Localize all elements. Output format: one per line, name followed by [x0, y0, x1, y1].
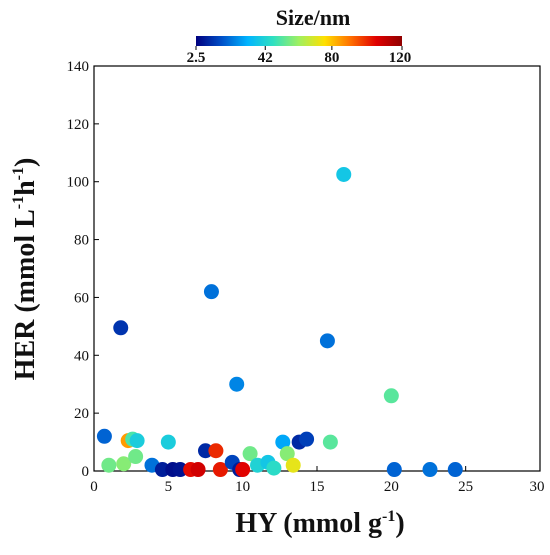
colorbar-ticks: 2.5 42 80 120 — [187, 46, 412, 66]
scatter-point — [154, 462, 170, 478]
scatter-point — [386, 462, 402, 478]
scatter-point — [229, 376, 245, 392]
scatter-point — [203, 284, 219, 300]
scatter-point — [198, 443, 213, 459]
scatter-point — [160, 434, 176, 450]
scatter-point — [322, 434, 338, 450]
scatter-point — [275, 434, 291, 450]
colorbar-tick-label: 2.5 — [187, 50, 206, 66]
x-tick-label: 0 — [90, 479, 98, 495]
scatter-point — [113, 320, 129, 336]
scatter-point — [129, 433, 145, 449]
scatter-point — [279, 446, 295, 462]
scatter-point — [299, 431, 315, 447]
colorbar-tick-label: 42 — [258, 50, 273, 66]
scatter-point — [128, 449, 144, 465]
y-tick-label: 60 — [74, 290, 89, 306]
y-tick-label: 0 — [82, 464, 90, 480]
colorbar-tick-label: 80 — [324, 50, 339, 66]
scatter-point — [172, 462, 188, 478]
scatter-point — [116, 456, 132, 472]
scatter-point — [242, 446, 258, 462]
x-tick-label: 25 — [458, 479, 473, 495]
colorbar-tick-label: 120 — [389, 50, 412, 66]
scatter-point — [190, 462, 206, 478]
x-axis-title-sup: -1 — [382, 508, 395, 525]
scatter-point — [266, 460, 282, 476]
colorbar-title: Size/nm — [276, 5, 351, 30]
y-tick-label: 140 — [67, 59, 90, 75]
x-tick-label: 15 — [310, 479, 325, 495]
scatter-point — [208, 443, 224, 459]
colorbar — [196, 36, 402, 46]
x-axis-title-end: ) — [395, 508, 404, 539]
scatter-point — [101, 457, 117, 473]
x-axis-title: HY (mmol g-1) — [235, 508, 404, 539]
x-tick-label: 5 — [165, 479, 173, 495]
scatter-point — [447, 462, 463, 478]
scatter-point — [336, 166, 352, 182]
y-axis-title-text: HER (mmol L — [10, 209, 41, 380]
scatter-point — [383, 388, 399, 404]
y-tick-label: 20 — [74, 406, 89, 422]
x-tick-label: 30 — [530, 479, 545, 495]
scatter-point — [96, 428, 112, 444]
scatter-point — [285, 457, 301, 473]
x-tick-label: 20 — [384, 479, 399, 495]
y-axis-title-end: ) — [10, 158, 41, 167]
scatter-point — [319, 333, 335, 349]
y-tick-label: 100 — [67, 175, 90, 191]
x-axis-title-text: HY (mmol g — [235, 508, 382, 539]
scatter-point — [235, 462, 251, 478]
y-axis-title-sup1: -1 — [10, 196, 27, 209]
data-points — [96, 166, 463, 478]
scatter-point — [422, 462, 438, 478]
plot-frame — [93, 65, 541, 472]
y-axis-title-mid: h — [10, 180, 41, 196]
y-tick-label: 40 — [74, 348, 89, 364]
scatter-point — [212, 462, 228, 478]
x-tick-label: 10 — [235, 479, 250, 495]
y-tick-label: 80 — [74, 233, 89, 249]
axis-ticks: 0 5 10 15 20 25 30 0 20 40 60 80 100 120 140 — [67, 59, 545, 495]
y-axis-title-sup2: -1 — [10, 167, 27, 180]
y-tick-label: 120 — [67, 117, 90, 133]
y-axis-title: HER (mmol L-1h-1) — [10, 158, 41, 381]
